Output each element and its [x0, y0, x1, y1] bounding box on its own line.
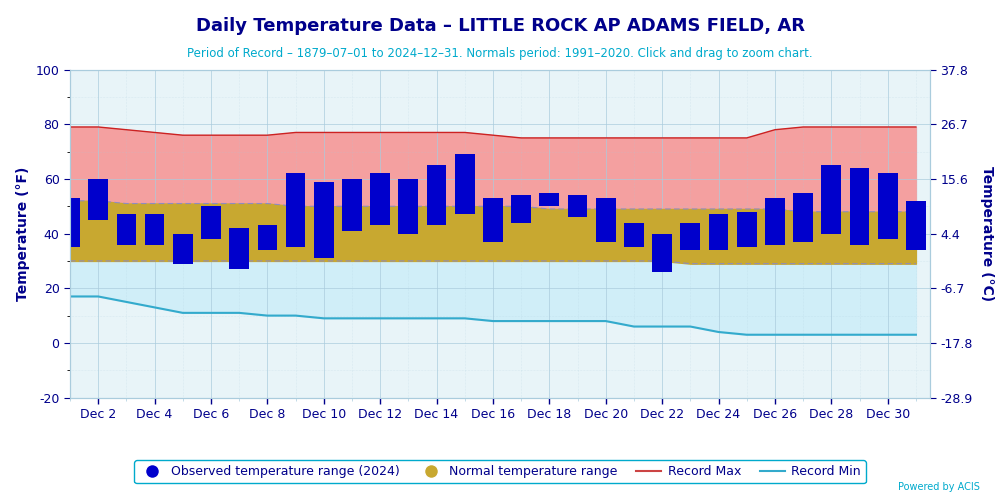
Y-axis label: Temperature (°C): Temperature (°C)	[980, 166, 994, 301]
Bar	[680, 223, 700, 250]
Bar	[342, 179, 362, 231]
Bar	[427, 165, 446, 225]
Bar	[286, 173, 305, 247]
Text: Daily Temperature Data – LITTLE ROCK AP ADAMS FIELD, AR: Daily Temperature Data – LITTLE ROCK AP …	[196, 17, 804, 35]
Bar	[709, 214, 728, 250]
Bar	[117, 215, 136, 245]
Bar	[821, 165, 841, 234]
Bar	[173, 234, 193, 263]
Bar	[60, 198, 80, 247]
Bar	[906, 201, 926, 250]
Bar	[737, 212, 757, 247]
Bar	[229, 228, 249, 269]
Bar	[201, 206, 221, 239]
Bar	[145, 215, 164, 245]
Bar	[596, 198, 616, 242]
Y-axis label: Temperature (°F): Temperature (°F)	[16, 166, 30, 301]
Bar	[568, 195, 587, 217]
Bar	[88, 179, 108, 220]
Bar	[258, 225, 277, 250]
Bar	[624, 223, 644, 247]
Legend: Observed temperature range (2024), Normal temperature range, Record Max, Record : Observed temperature range (2024), Norma…	[134, 460, 866, 483]
Bar	[878, 173, 898, 239]
Bar	[765, 198, 785, 245]
Bar	[793, 192, 813, 242]
Text: Powered by ACIS: Powered by ACIS	[898, 482, 980, 492]
Bar	[314, 181, 334, 258]
Bar	[455, 154, 475, 215]
Bar	[483, 198, 503, 242]
Bar	[398, 179, 418, 234]
Bar	[539, 192, 559, 206]
Bar	[850, 168, 869, 245]
Bar	[511, 195, 531, 223]
Bar	[370, 173, 390, 225]
Text: Period of Record – 1879–07–01 to 2024–12–31. Normals period: 1991–2020. Click an: Period of Record – 1879–07–01 to 2024–12…	[187, 47, 813, 60]
Bar	[652, 234, 672, 272]
